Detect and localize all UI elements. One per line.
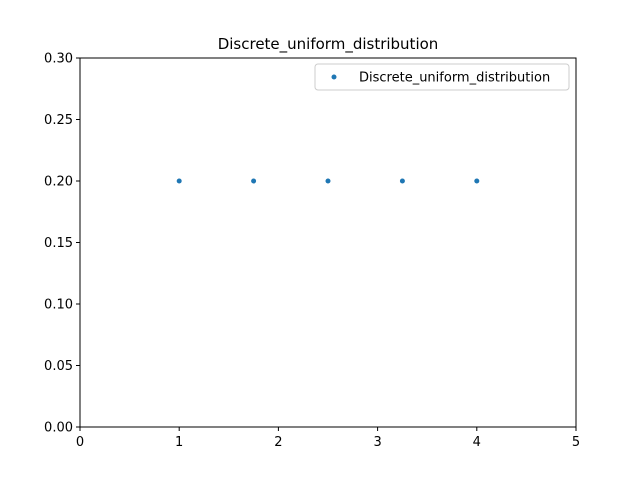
y-tick-label: 0.05 [44,359,73,374]
legend-box [314,63,570,91]
x-tick-label: 4 [473,435,481,450]
data-points [176,178,480,184]
x-tick-label: 2 [274,435,282,450]
data-point [176,178,182,184]
chart-title: Discrete_uniform_distribution [218,35,439,54]
x-tick-label: 0 [76,435,84,450]
x-axis: 0 1 2 3 4 5 [76,427,580,450]
x-tick-label: 3 [373,435,381,450]
y-tick-label: 0.20 [44,175,73,190]
y-tick-label: 0.30 [44,52,73,67]
data-point [251,178,257,184]
plot-frame [79,57,577,428]
y-axis: 0.00 0.05 0.10 0.15 0.20 0.25 0.30 [44,52,80,436]
y-tick-label: 0.15 [44,236,73,251]
x-tick-label: 5 [572,435,580,450]
y-tick-label: 0.00 [44,421,73,436]
x-tick-label: 1 [175,435,183,450]
legend-marker [331,74,337,80]
data-point [325,178,331,184]
y-tick-label: 0.10 [44,298,73,313]
legend: Discrete_uniform_distribution [314,63,570,91]
y-tick-label: 0.25 [44,113,73,128]
data-point [474,178,480,184]
legend-label: Discrete_uniform_distribution [359,71,550,86]
data-point [399,178,405,184]
